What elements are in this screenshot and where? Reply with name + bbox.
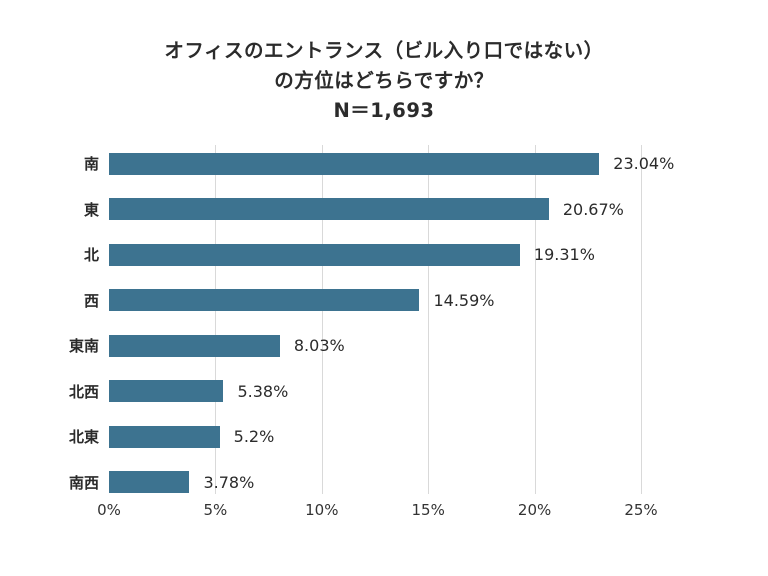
bar: [109, 152, 600, 175]
x-axis: 0% 5% 10% 15% 20% 25%: [0, 501, 768, 521]
chart-title-line1: オフィスのエントランス（ビル入り口ではない）: [164, 39, 604, 62]
gridline: [641, 145, 642, 494]
sample-size-label: N＝1,693: [333, 99, 435, 122]
value-label: 19.31%: [533, 245, 595, 265]
chart-title-line2: の方位はどちらですか？: [274, 69, 494, 92]
bar-row: 西 14.59%: [0, 278, 768, 324]
gridline: [321, 145, 323, 494]
category-label: 東: [83, 200, 99, 219]
value-label: 5.38%: [237, 381, 289, 401]
x-tick-label: 0%: [97, 501, 121, 519]
bar-row: 北 19.31%: [0, 232, 768, 278]
x-tick-label: 10%: [305, 501, 339, 519]
category-label: 北: [83, 246, 99, 265]
value-label: 23.04%: [613, 154, 675, 174]
bar-rows: 南 23.04% 東 20.67% 北 19.31% 西 14.59% 東南 8.03% 北西 5.3…: [0, 141, 768, 505]
x-tick-label: 25%: [624, 501, 658, 519]
value-label: 5.2%: [233, 427, 275, 447]
bar: [109, 198, 549, 221]
bar: [109, 334, 280, 357]
bar-row: 南 23.04%: [0, 141, 768, 187]
bar: [109, 289, 420, 312]
bar-row: 北東 5.2%: [0, 414, 768, 460]
bar: [109, 471, 190, 494]
bar: [109, 425, 220, 448]
gridline: [428, 145, 430, 494]
plot-area: [109, 145, 642, 494]
bar-row: 東南 8.03%: [0, 323, 768, 369]
category-label: 南: [83, 155, 99, 174]
gridline: [534, 145, 536, 494]
value-label: 8.03%: [293, 336, 345, 356]
category-label: 西: [83, 291, 99, 310]
category-label: 北西: [68, 382, 99, 401]
value-label: 14.59%: [433, 290, 495, 310]
chart-title-block: オフィスのエントランス（ビル入り口ではない） の方位はどちらですか？ N＝1,6…: [0, 36, 768, 126]
bar: [109, 243, 520, 266]
value-label: 20.67%: [562, 199, 624, 219]
bar-row: 北西 5.38%: [0, 369, 768, 415]
bar-row: 東 20.67%: [0, 187, 768, 233]
x-tick-label: 15%: [411, 501, 445, 519]
category-label: 北東: [68, 428, 99, 447]
x-tick-label: 20%: [517, 501, 552, 519]
gridline: [215, 145, 217, 494]
x-tick-label: 5%: [203, 501, 228, 519]
bar-row: 南西 3.78%: [0, 460, 768, 506]
category-label: 南西: [68, 473, 99, 492]
value-label: 3.78%: [203, 472, 255, 492]
category-label: 東南: [68, 337, 99, 356]
bar: [109, 380, 224, 403]
